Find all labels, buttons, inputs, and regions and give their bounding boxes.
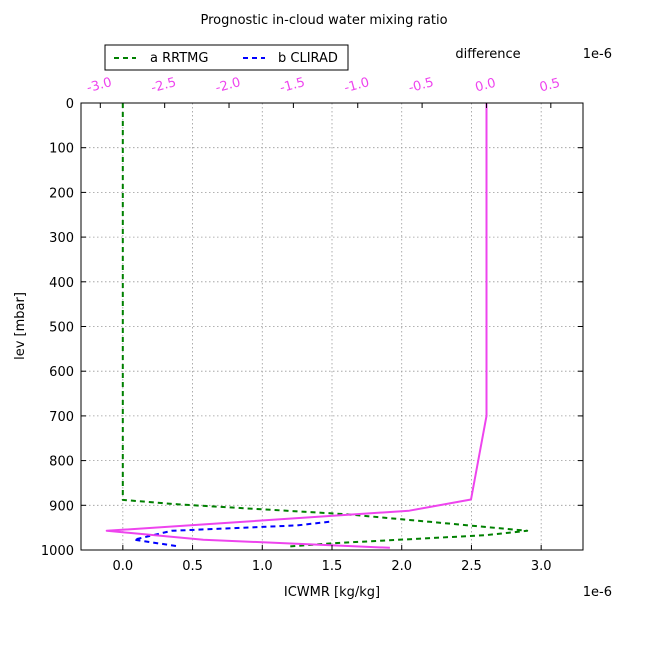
- chart-title: Prognostic in-cloud water mixing ratio: [200, 13, 447, 28]
- top-x-tick-label: 0.0: [474, 76, 498, 96]
- y-tick-label: 800: [49, 455, 74, 470]
- x-tick-label: 0.5: [182, 559, 203, 574]
- y-tick-label: 600: [49, 365, 74, 380]
- y-tick-label: 900: [49, 499, 74, 514]
- x-tick-label: 2.5: [461, 559, 482, 574]
- series-line-0: [121, 103, 529, 548]
- series-line-1: [133, 520, 330, 548]
- y-tick-label: 300: [49, 231, 74, 246]
- x-tick-label: 2.0: [391, 559, 412, 574]
- top-x-axis: -3.0 -2.5 -2.0 -1.5 -1.0 -0.5 0.0 0.5: [85, 75, 562, 108]
- top-x-tick-label: -0.5: [407, 75, 435, 96]
- y-axis-label: lev [mbar]: [13, 292, 28, 360]
- y-tick-label: 700: [49, 410, 74, 425]
- top-x-tick-label: -2.0: [214, 75, 242, 96]
- series-line-2: [105, 103, 488, 549]
- top-x-tick-label: -2.5: [150, 75, 178, 96]
- y-tick-label: 500: [49, 321, 74, 336]
- top-x-tick-label: 0.5: [538, 76, 562, 96]
- plot-frame: [80, 102, 584, 551]
- top-x-tick-label: -1.0: [343, 75, 371, 96]
- x-tick-label: 1.0: [252, 559, 273, 574]
- series-layer: [105, 103, 529, 549]
- x-axis-label: ICWMR [kg/kg]: [284, 585, 380, 600]
- grid: [81, 102, 583, 551]
- legend: a RRTMG b CLIRAD: [104, 44, 349, 71]
- y-tick-label: 100: [49, 142, 74, 157]
- top-offset-label: 1e-6: [583, 47, 612, 62]
- y-tick-label: 0: [66, 97, 74, 112]
- legend-frame: [104, 44, 349, 71]
- top-x-tick-label: -3.0: [85, 75, 113, 96]
- legend-label-clirad: b CLIRAD: [278, 51, 338, 66]
- legend-label-rrtmg: a RRTMG: [150, 51, 208, 66]
- x-offset-label: 1e-6: [583, 585, 612, 600]
- y-tick-label: 1000: [41, 544, 74, 559]
- top-x-tick-label: -1.5: [278, 75, 306, 96]
- x-tick-label: 1.5: [322, 559, 343, 574]
- y-axis: 0 100 200 300 400 500 600 700 800 900 1000: [41, 97, 583, 559]
- top-axis-label: difference: [455, 47, 520, 62]
- x-axis: 0.0 0.5 1.0 1.5 2.0 2.5 3.0: [112, 545, 552, 574]
- y-tick-label: 400: [49, 276, 74, 291]
- x-tick-label: 0.0: [112, 559, 133, 574]
- x-tick-label: 3.0: [531, 559, 552, 574]
- y-tick-label: 200: [49, 186, 74, 201]
